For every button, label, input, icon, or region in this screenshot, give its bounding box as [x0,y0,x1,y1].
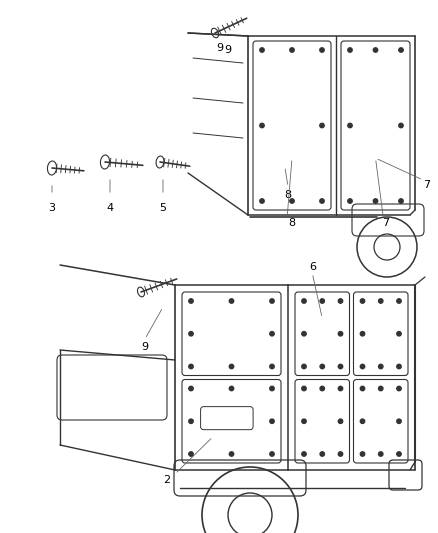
Circle shape [397,419,401,423]
Circle shape [338,299,343,303]
Text: 9: 9 [216,43,223,53]
Circle shape [270,364,274,369]
Circle shape [373,199,378,203]
Text: 8: 8 [284,190,292,200]
Circle shape [399,199,403,203]
Circle shape [399,123,403,128]
Circle shape [338,332,343,336]
Circle shape [378,299,383,303]
Circle shape [290,199,294,203]
Circle shape [320,364,325,369]
Text: 5: 5 [159,203,166,213]
Circle shape [348,199,352,203]
Circle shape [260,48,264,52]
Circle shape [338,386,343,391]
Circle shape [397,452,401,456]
Circle shape [230,364,234,369]
Text: 6: 6 [309,262,316,272]
Circle shape [302,386,306,391]
Circle shape [373,48,378,52]
Circle shape [338,419,343,423]
Circle shape [302,419,306,423]
Circle shape [360,332,365,336]
Circle shape [397,386,401,391]
Text: 3: 3 [49,203,56,213]
Text: 7: 7 [382,218,389,228]
Circle shape [302,332,306,336]
Circle shape [399,48,403,52]
Circle shape [360,452,365,456]
Circle shape [302,452,306,456]
Circle shape [270,452,274,456]
Circle shape [378,364,383,369]
Circle shape [348,48,352,52]
Circle shape [189,386,193,391]
Text: 8: 8 [289,218,296,228]
Circle shape [397,364,401,369]
Text: 7: 7 [424,180,431,190]
Circle shape [270,419,274,423]
Circle shape [320,452,325,456]
Circle shape [290,48,294,52]
Circle shape [320,386,325,391]
Circle shape [260,199,264,203]
Circle shape [230,452,234,456]
Circle shape [270,386,274,391]
Circle shape [230,299,234,303]
Circle shape [360,299,365,303]
Circle shape [378,386,383,391]
Circle shape [189,364,193,369]
Circle shape [320,48,324,52]
Circle shape [320,123,324,128]
Text: 9: 9 [224,45,232,55]
Circle shape [270,299,274,303]
Circle shape [270,332,274,336]
Circle shape [260,123,264,128]
Circle shape [338,452,343,456]
Circle shape [360,386,365,391]
Text: 2: 2 [163,475,170,485]
Circle shape [230,386,234,391]
Circle shape [397,299,401,303]
Circle shape [360,364,365,369]
Circle shape [360,419,365,423]
Circle shape [378,452,383,456]
Circle shape [189,299,193,303]
Circle shape [348,123,352,128]
Text: 4: 4 [106,203,113,213]
Circle shape [189,419,193,423]
Circle shape [189,332,193,336]
Text: 9: 9 [141,342,148,352]
Circle shape [397,332,401,336]
Circle shape [189,452,193,456]
Circle shape [338,364,343,369]
Circle shape [302,364,306,369]
Circle shape [320,299,325,303]
Circle shape [320,199,324,203]
Circle shape [302,299,306,303]
